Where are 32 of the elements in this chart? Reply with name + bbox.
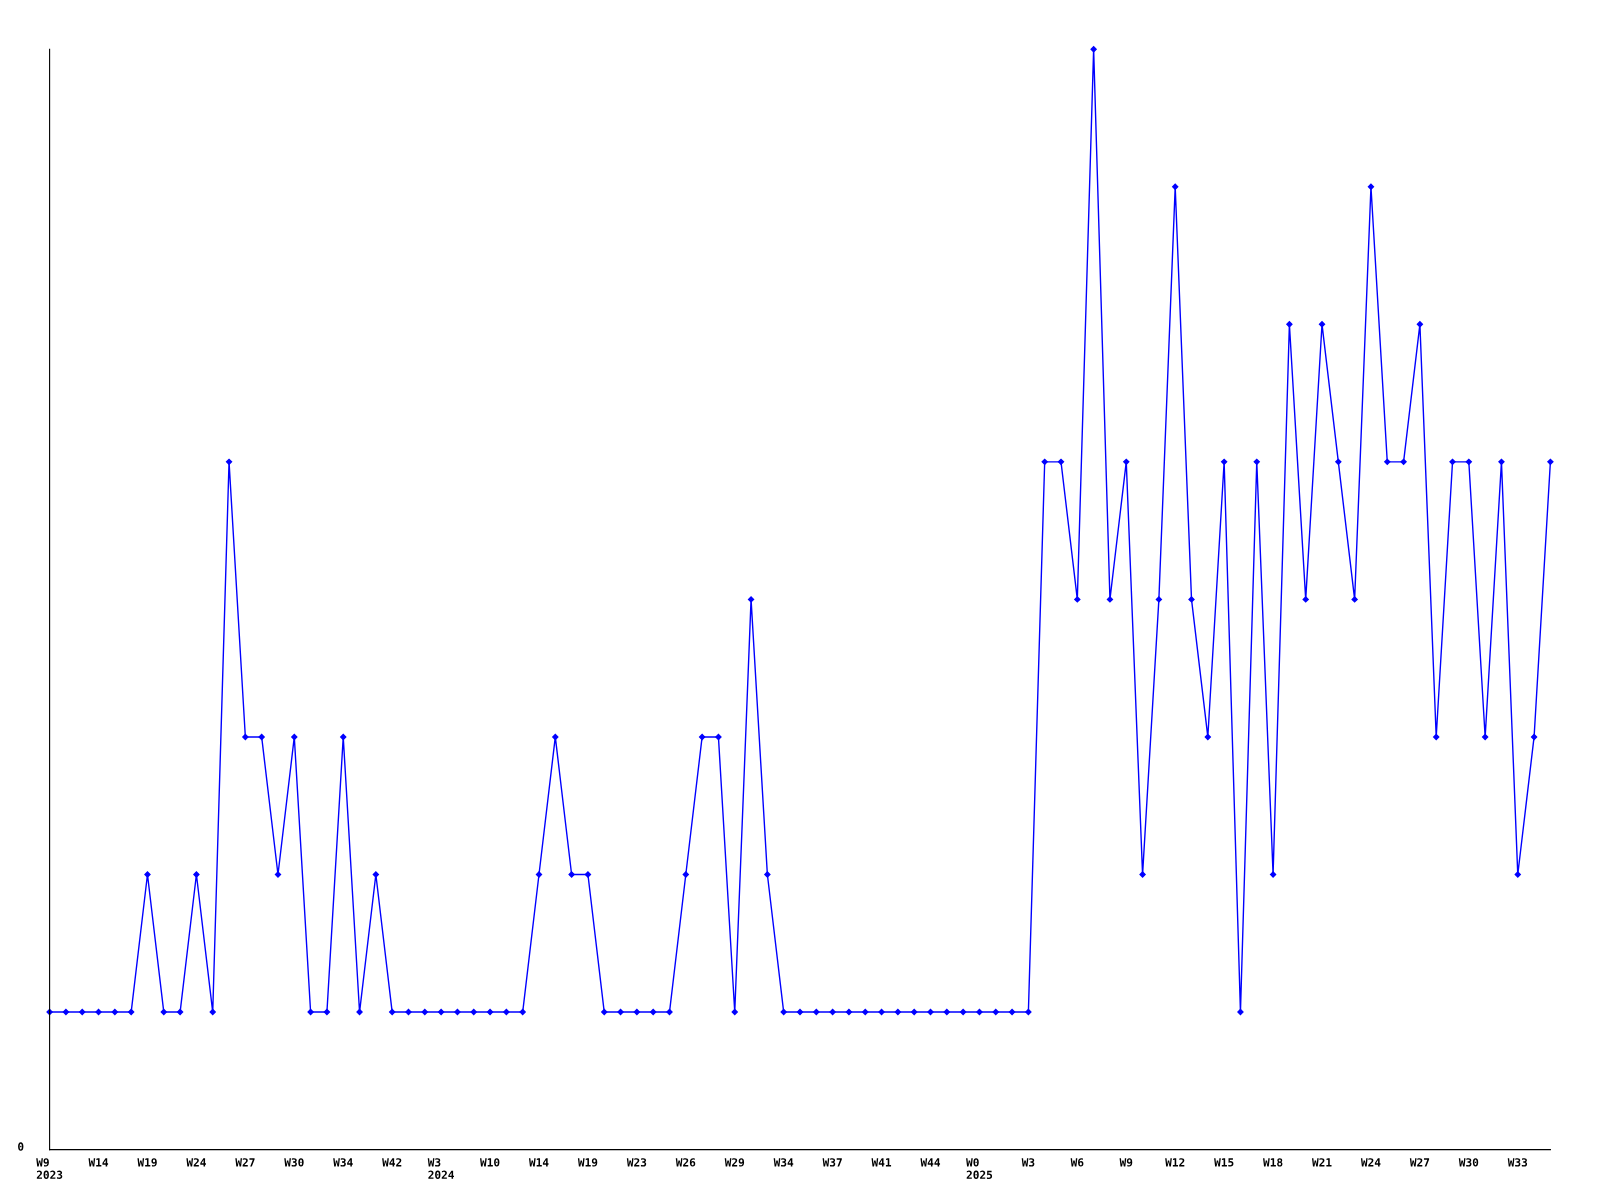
x-tick-label: W33 — [1507, 1158, 1528, 1167]
x-tick-label: W10 — [480, 1158, 500, 1167]
x-tick-label: W34 — [333, 1158, 353, 1167]
x-tick-label: W44 — [920, 1158, 941, 1167]
x-tick-label: W12 — [1165, 1158, 1185, 1167]
x-tick-label: W9 2023 — [36, 1158, 63, 1179]
x-tick-label: W26 — [675, 1158, 696, 1167]
x-tick-label: W42 — [382, 1158, 402, 1167]
x-tick-label: W18 — [1263, 1158, 1283, 1167]
x-tick-label: W41 — [871, 1158, 892, 1167]
x-tick-label: W29 — [724, 1158, 745, 1167]
x-tick-label: W23 — [626, 1158, 647, 1167]
x-tick-label: W6 — [1070, 1158, 1084, 1167]
x-tick-label: W30 — [284, 1158, 304, 1167]
x-tick-label: W19 — [137, 1158, 157, 1167]
x-tick-label: W37 — [822, 1158, 842, 1167]
x-tick-label: W27 — [235, 1158, 255, 1167]
x-tick-label: W21 — [1311, 1158, 1332, 1167]
x-tick-label: W9 — [1119, 1158, 1133, 1167]
x-tick-label: W14 — [88, 1158, 109, 1167]
x-tick-label: W34 — [773, 1158, 794, 1167]
x-tick-label: W24 — [186, 1158, 206, 1167]
text: 0 — [18, 1142, 24, 1151]
x-tick-label: W15 — [1214, 1158, 1234, 1167]
x-tick-label: W14 — [528, 1158, 549, 1167]
x-tick-label: W0 2025 — [966, 1158, 993, 1179]
x-tick-label: W3 2024 — [427, 1158, 454, 1179]
x-tick-label: W3 — [1021, 1158, 1035, 1167]
x-tick-label: W19 — [577, 1158, 598, 1167]
x-tick-label: W30 — [1458, 1158, 1479, 1167]
x-tick-label: W27 — [1409, 1158, 1430, 1167]
x-tick-label: W24 — [1360, 1158, 1381, 1167]
